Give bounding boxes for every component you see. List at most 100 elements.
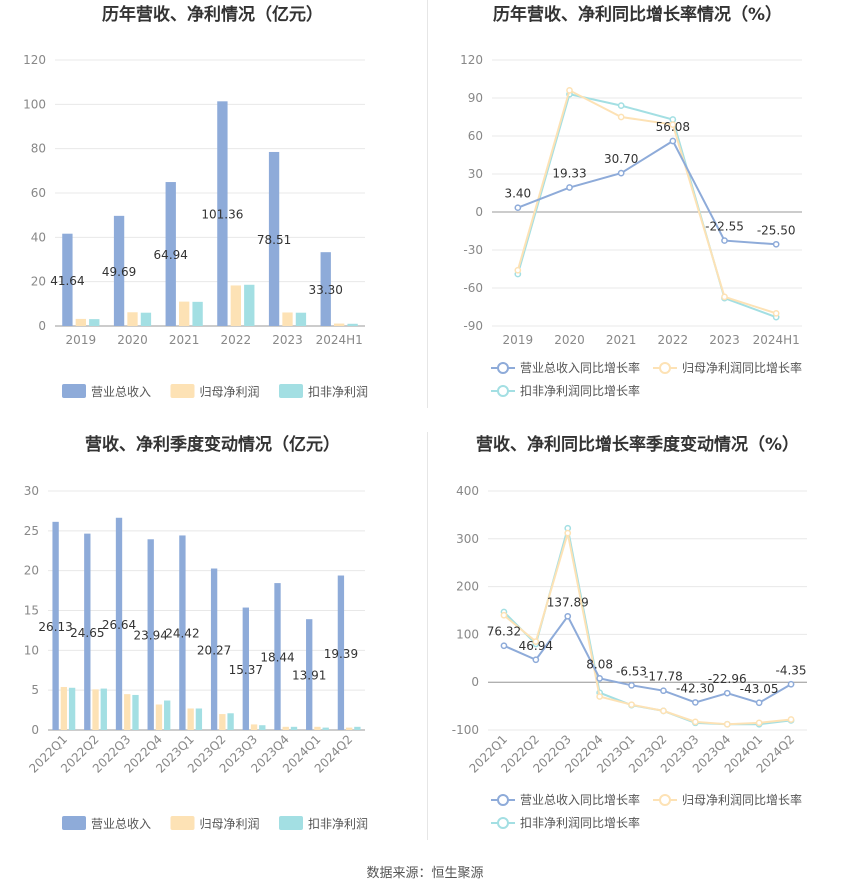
panel-divider-top [427,0,428,408]
data-label: -17.78 [644,670,683,684]
x-tick-label: 2022 [221,333,252,347]
annual-line-chart: 历年营收、净利同比增长率情况（%） -90 -60 -30 0 30 60 90 120 2019… [460,4,802,398]
data-point [723,720,731,728]
y-tick-label: -100 [452,723,479,737]
y-tick-label: 100 [456,627,479,641]
bar-3 [89,319,100,326]
data-point [532,656,540,664]
legend-label: 归母净利润同比增长率 [682,792,802,807]
data-label: -43.05 [740,682,779,696]
bar-2 [179,301,190,326]
data-point [617,169,625,177]
data-label: 24.65 [70,626,104,640]
data-point [532,638,540,645]
data-point [723,689,731,697]
data-point [617,102,625,109]
bar-2 [60,686,68,730]
bar-3 [259,725,266,730]
chart-title: 营收、净利季度变动情况（亿元） [85,434,340,455]
data-label: 56.08 [656,120,690,134]
bar-2 [250,724,258,730]
legend-marker [659,362,671,374]
bar-3 [354,726,361,730]
bar-3 [244,284,255,326]
annual-line-panel: 历年营收、净利同比增长率情况（%） -90 -60 -30 0 30 60 90 120 2019… [425,0,850,430]
bar-3 [68,687,76,730]
y-tick-label: 10 [24,643,39,657]
data-label: 19.39 [324,647,358,661]
data-point [787,716,795,723]
legend-label: 营业总收入 [91,385,151,399]
data-label: 46.94 [519,639,553,653]
legend-swatch [279,816,303,830]
y-tick-label: -90 [463,319,483,333]
series-line-2 [503,532,792,726]
bar-3 [100,688,107,730]
data-point [628,701,635,709]
bar-1 [217,101,228,326]
data-point [772,240,780,248]
bar-1 [115,517,123,730]
y-tick-label: 25 [24,524,39,538]
y-tick-label: 40 [31,230,46,244]
data-point [564,612,572,620]
data-source-footer: 数据来源：恒生聚源 [366,866,484,881]
bar-1 [268,151,280,326]
legend-label: 扣非净利润同比增长率 [520,815,640,830]
legend-label: 营业总收入 [91,817,151,831]
data-point [772,309,780,317]
data-point [787,680,795,688]
data-label: 33.30 [309,283,343,297]
data-point [721,293,728,301]
x-tick-label: 2024H1 [316,333,363,347]
bar-2 [127,312,138,326]
data-point [660,707,667,715]
data-label: 78.51 [257,233,291,247]
data-label: 3.40 [504,187,531,201]
bar-2 [230,285,241,326]
bar-3 [192,301,203,326]
chart-title: 历年营收、净利情况（亿元） [102,4,323,25]
y-tick-label: 5 [31,683,39,697]
legend-label: 扣非净利润同比增长率 [520,383,640,398]
data-label: -22.55 [705,220,744,234]
x-tick-label: 2023 [709,333,740,347]
x-tick-label: 2020 [554,333,585,347]
legend-swatch [62,816,86,830]
data-label: 137.89 [547,595,589,609]
y-tick-label: 0 [31,723,39,737]
series-line-2 [516,88,777,315]
bar-2 [155,704,163,730]
data-point [514,204,522,212]
y-tick-label: 0 [475,205,483,219]
y-tick-label: 60 [31,186,46,200]
x-tick-label: 2023 [272,333,303,347]
quarterly-bar-chart: 营收、净利季度变动情况（亿元）0510152025302022Q12022Q22… [24,434,368,831]
data-point [721,237,728,244]
bar-1 [210,568,218,730]
data-point [596,674,603,682]
data-point [617,113,625,121]
bar-1 [179,535,186,730]
y-tick-label: 400 [456,484,479,498]
y-tick-label: 80 [31,142,46,156]
y-tick-label: 300 [456,532,479,546]
data-point [628,681,635,689]
bar-1 [320,252,331,326]
data-label: 18.44 [260,651,294,665]
bar-3 [347,323,358,326]
bar-1 [337,575,345,730]
data-label: 19.33 [552,167,586,181]
bar-2 [282,312,293,326]
bar-3 [295,312,307,326]
legend-label: 营业总收入同比增长率 [520,360,640,375]
data-label: 76.32 [487,625,521,639]
bar-3 [290,726,298,730]
data-label: 13.91 [292,669,326,683]
data-label: 49.69 [102,265,136,279]
bar-3 [140,312,152,326]
data-point [755,719,763,727]
legend-swatch [62,384,86,398]
legend-swatch [170,816,195,830]
data-label: 24.42 [165,627,199,641]
